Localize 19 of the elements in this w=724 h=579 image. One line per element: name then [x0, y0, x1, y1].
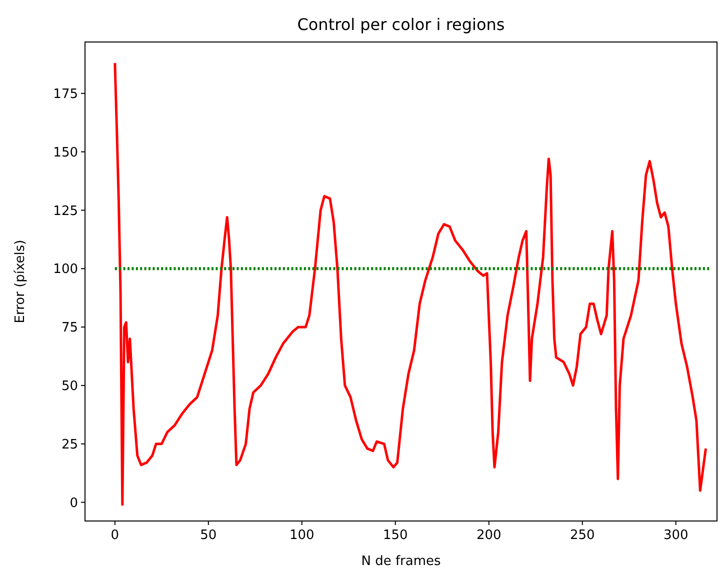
x-tick-label: 200 [476, 528, 502, 543]
y-tick-label: 150 [53, 145, 78, 160]
x-axis-title: N de frames [361, 554, 442, 569]
line-series [114, 62, 708, 506]
x-tick-label: 100 [289, 528, 314, 543]
y-tick-label: 125 [53, 204, 78, 219]
y-axis-title: Error (píxels) [13, 240, 28, 324]
chart-title: Control per color i regions [297, 15, 505, 34]
y-tick-label: 100 [53, 262, 78, 278]
y-tick-label: 25 [61, 437, 78, 452]
y-tick-label: 0 [70, 496, 78, 511]
x-tick-label: 0 [110, 528, 120, 543]
y-tick-label: 50 [61, 379, 78, 394]
x-tick-label: 50 [200, 528, 217, 543]
y-tick-label: 75 [61, 320, 78, 336]
x-tick-label: 150 [382, 528, 408, 543]
x-tick-label: 300 [663, 528, 688, 543]
x-tick-label: 250 [570, 528, 595, 543]
y-tick-label: 175 [53, 86, 78, 102]
